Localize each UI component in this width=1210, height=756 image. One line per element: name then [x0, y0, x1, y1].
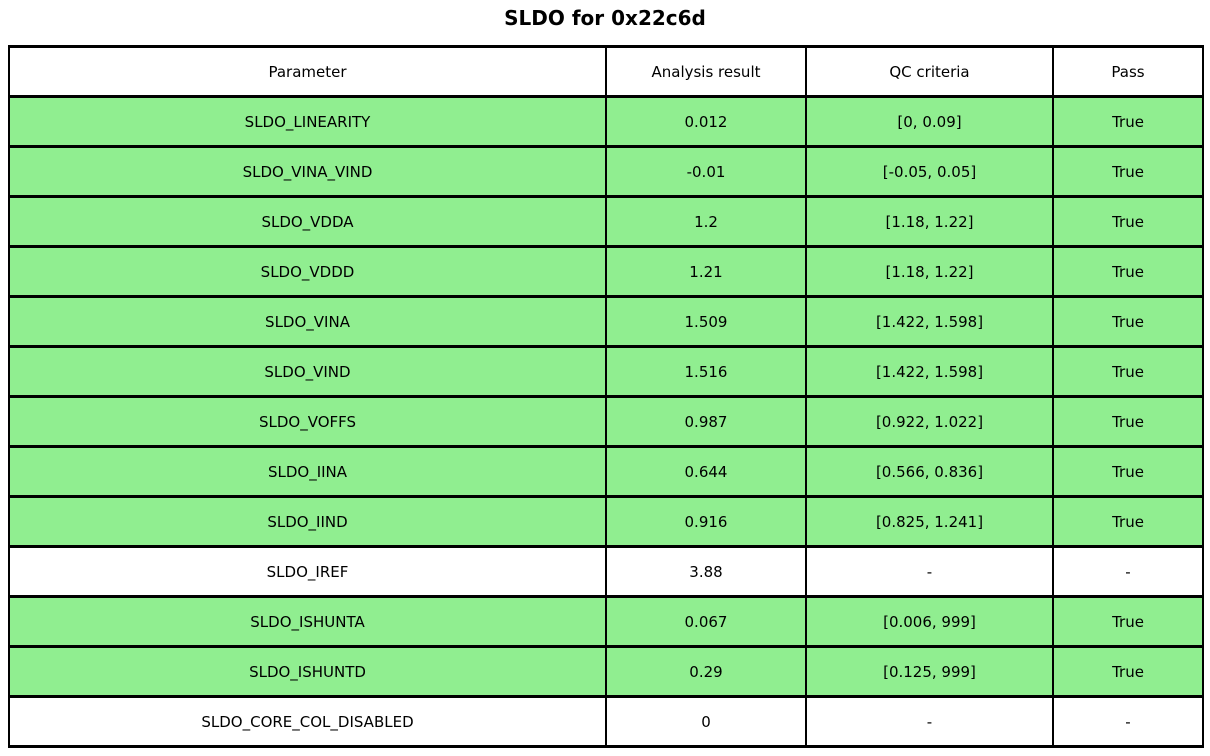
parameter-cell: SLDO_VDDA: [8, 195, 607, 248]
qc-criteria-cell: [0.125, 999]: [805, 645, 1054, 698]
column-header-pass: Pass: [1052, 45, 1204, 98]
pass-cell: True: [1052, 345, 1204, 398]
qc-criteria-cell: [1.18, 1.22]: [805, 245, 1054, 298]
qc-criteria-cell: [-0.05, 0.05]: [805, 145, 1054, 198]
parameter-cell: SLDO_VIND: [8, 345, 607, 398]
table-row: SLDO_ISHUNTD 0.29 [0.125, 999] True: [8, 645, 1204, 698]
pass-cell: True: [1052, 245, 1204, 298]
table-row: SLDO_VDDD 1.21 [1.18, 1.22] True: [8, 245, 1204, 298]
pass-cell: True: [1052, 645, 1204, 698]
analysis-result-cell: 1.2: [605, 195, 807, 248]
analysis-result-cell: 0: [605, 695, 807, 748]
analysis-result-cell: 1.509: [605, 295, 807, 348]
parameter-cell: SLDO_IINA: [8, 445, 607, 498]
analysis-result-cell: 0.644: [605, 445, 807, 498]
qc-criteria-cell: [0.566, 0.836]: [805, 445, 1054, 498]
table-row: SLDO_CORE_COL_DISABLED 0 - -: [8, 695, 1204, 748]
table-row: SLDO_IREF 3.88 - -: [8, 545, 1204, 598]
parameter-cell: SLDO_ISHUNTA: [8, 595, 607, 648]
column-header-parameter: Parameter: [8, 45, 607, 98]
qc-criteria-cell: -: [805, 545, 1054, 598]
parameter-cell: SLDO_VOFFS: [8, 395, 607, 448]
pass-cell: -: [1052, 545, 1204, 598]
pass-cell: True: [1052, 195, 1204, 248]
parameter-cell: SLDO_VDDD: [8, 245, 607, 298]
pass-cell: True: [1052, 595, 1204, 648]
qc-criteria-cell: [0.922, 1.022]: [805, 395, 1054, 448]
pass-cell: True: [1052, 445, 1204, 498]
analysis-result-cell: 0.987: [605, 395, 807, 448]
pass-cell: True: [1052, 95, 1204, 148]
table-row: SLDO_VDDA 1.2 [1.18, 1.22] True: [8, 195, 1204, 248]
parameter-cell: SLDO_CORE_COL_DISABLED: [8, 695, 607, 748]
pass-cell: True: [1052, 495, 1204, 548]
pass-cell: True: [1052, 145, 1204, 198]
column-header-qc-criteria: QC criteria: [805, 45, 1054, 98]
qc-criteria-cell: [1.422, 1.598]: [805, 295, 1054, 348]
qc-table-body: SLDO_LINEARITY 0.012 [0, 0.09] True SLDO…: [8, 95, 1204, 748]
table-row: SLDO_VOFFS 0.987 [0.922, 1.022] True: [8, 395, 1204, 448]
table-row: SLDO_IINA 0.644 [0.566, 0.836] True: [8, 445, 1204, 498]
header-row: Parameter Analysis result QC criteria Pa…: [8, 45, 1204, 98]
qc-criteria-cell: [1.18, 1.22]: [805, 195, 1054, 248]
table-row: SLDO_VINA_VIND -0.01 [-0.05, 0.05] True: [8, 145, 1204, 198]
analysis-result-cell: -0.01: [605, 145, 807, 198]
table-row: SLDO_LINEARITY 0.012 [0, 0.09] True: [8, 95, 1204, 148]
analysis-result-cell: 0.012: [605, 95, 807, 148]
table-row: SLDO_IIND 0.916 [0.825, 1.241] True: [8, 495, 1204, 548]
pass-cell: -: [1052, 695, 1204, 748]
table-row: SLDO_VIND 1.516 [1.422, 1.598] True: [8, 345, 1204, 398]
parameter-cell: SLDO_LINEARITY: [8, 95, 607, 148]
qc-criteria-cell: [1.422, 1.598]: [805, 345, 1054, 398]
figure-title: SLDO for 0x22c6d: [504, 6, 706, 30]
parameter-cell: SLDO_VINA: [8, 295, 607, 348]
qc-criteria-cell: [0.825, 1.241]: [805, 495, 1054, 548]
parameter-cell: SLDO_IREF: [8, 545, 607, 598]
parameter-cell: SLDO_VINA_VIND: [8, 145, 607, 198]
column-header-analysis-result: Analysis result: [605, 45, 807, 98]
analysis-result-cell: 0.916: [605, 495, 807, 548]
parameter-cell: SLDO_ISHUNTD: [8, 645, 607, 698]
analysis-result-cell: 0.29: [605, 645, 807, 698]
analysis-result-cell: 1.21: [605, 245, 807, 298]
analysis-result-cell: 0.067: [605, 595, 807, 648]
analysis-result-cell: 1.516: [605, 345, 807, 398]
pass-cell: True: [1052, 295, 1204, 348]
table-row: SLDO_ISHUNTA 0.067 [0.006, 999] True: [8, 595, 1204, 648]
table-row: SLDO_VINA 1.509 [1.422, 1.598] True: [8, 295, 1204, 348]
qc-results-table: Parameter Analysis result QC criteria Pa…: [8, 45, 1204, 748]
pass-cell: True: [1052, 395, 1204, 448]
analysis-result-cell: 3.88: [605, 545, 807, 598]
qc-criteria-cell: [0, 0.09]: [805, 95, 1054, 148]
parameter-cell: SLDO_IIND: [8, 495, 607, 548]
qc-criteria-cell: [0.006, 999]: [805, 595, 1054, 648]
qc-criteria-cell: -: [805, 695, 1054, 748]
